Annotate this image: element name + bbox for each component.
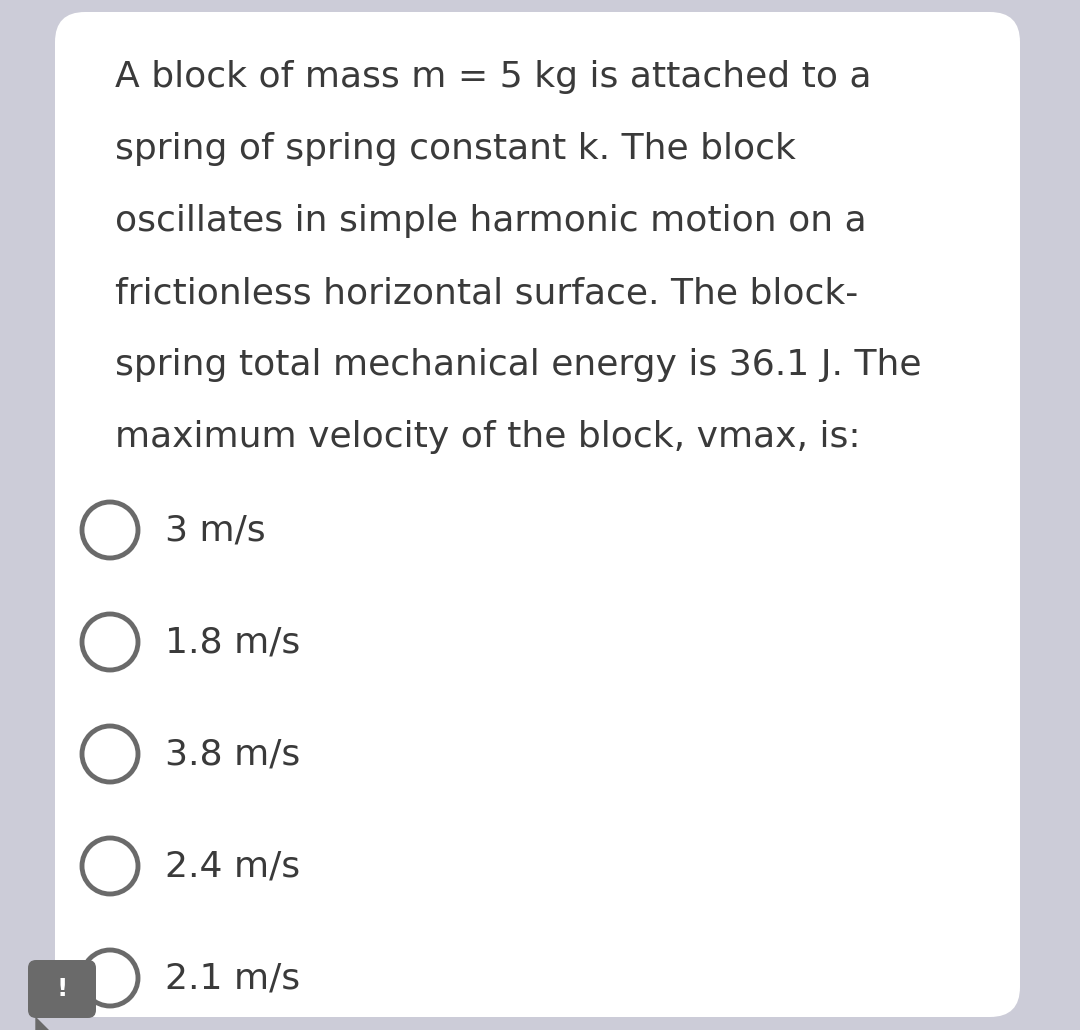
Text: !: ! bbox=[56, 977, 68, 1001]
Text: spring of spring constant k. The block: spring of spring constant k. The block bbox=[114, 132, 796, 166]
Polygon shape bbox=[36, 1018, 50, 1030]
Text: 2.1 m/s: 2.1 m/s bbox=[165, 961, 300, 995]
FancyBboxPatch shape bbox=[55, 12, 1020, 1017]
Text: oscillates in simple harmonic motion on a: oscillates in simple harmonic motion on … bbox=[114, 204, 866, 238]
Text: A block of mass m = 5 kg is attached to a: A block of mass m = 5 kg is attached to … bbox=[114, 60, 872, 94]
Text: 1.8 m/s: 1.8 m/s bbox=[165, 625, 300, 659]
Text: frictionless horizontal surface. The block-: frictionless horizontal surface. The blo… bbox=[114, 276, 859, 310]
Text: 3 m/s: 3 m/s bbox=[165, 513, 266, 547]
Text: 2.4 m/s: 2.4 m/s bbox=[165, 849, 300, 883]
Text: spring total mechanical energy is 36.1 J. The: spring total mechanical energy is 36.1 J… bbox=[114, 348, 921, 382]
FancyBboxPatch shape bbox=[28, 960, 96, 1018]
Text: maximum velocity of the block, vmax, is:: maximum velocity of the block, vmax, is: bbox=[114, 420, 861, 454]
Text: 3.8 m/s: 3.8 m/s bbox=[165, 737, 300, 771]
